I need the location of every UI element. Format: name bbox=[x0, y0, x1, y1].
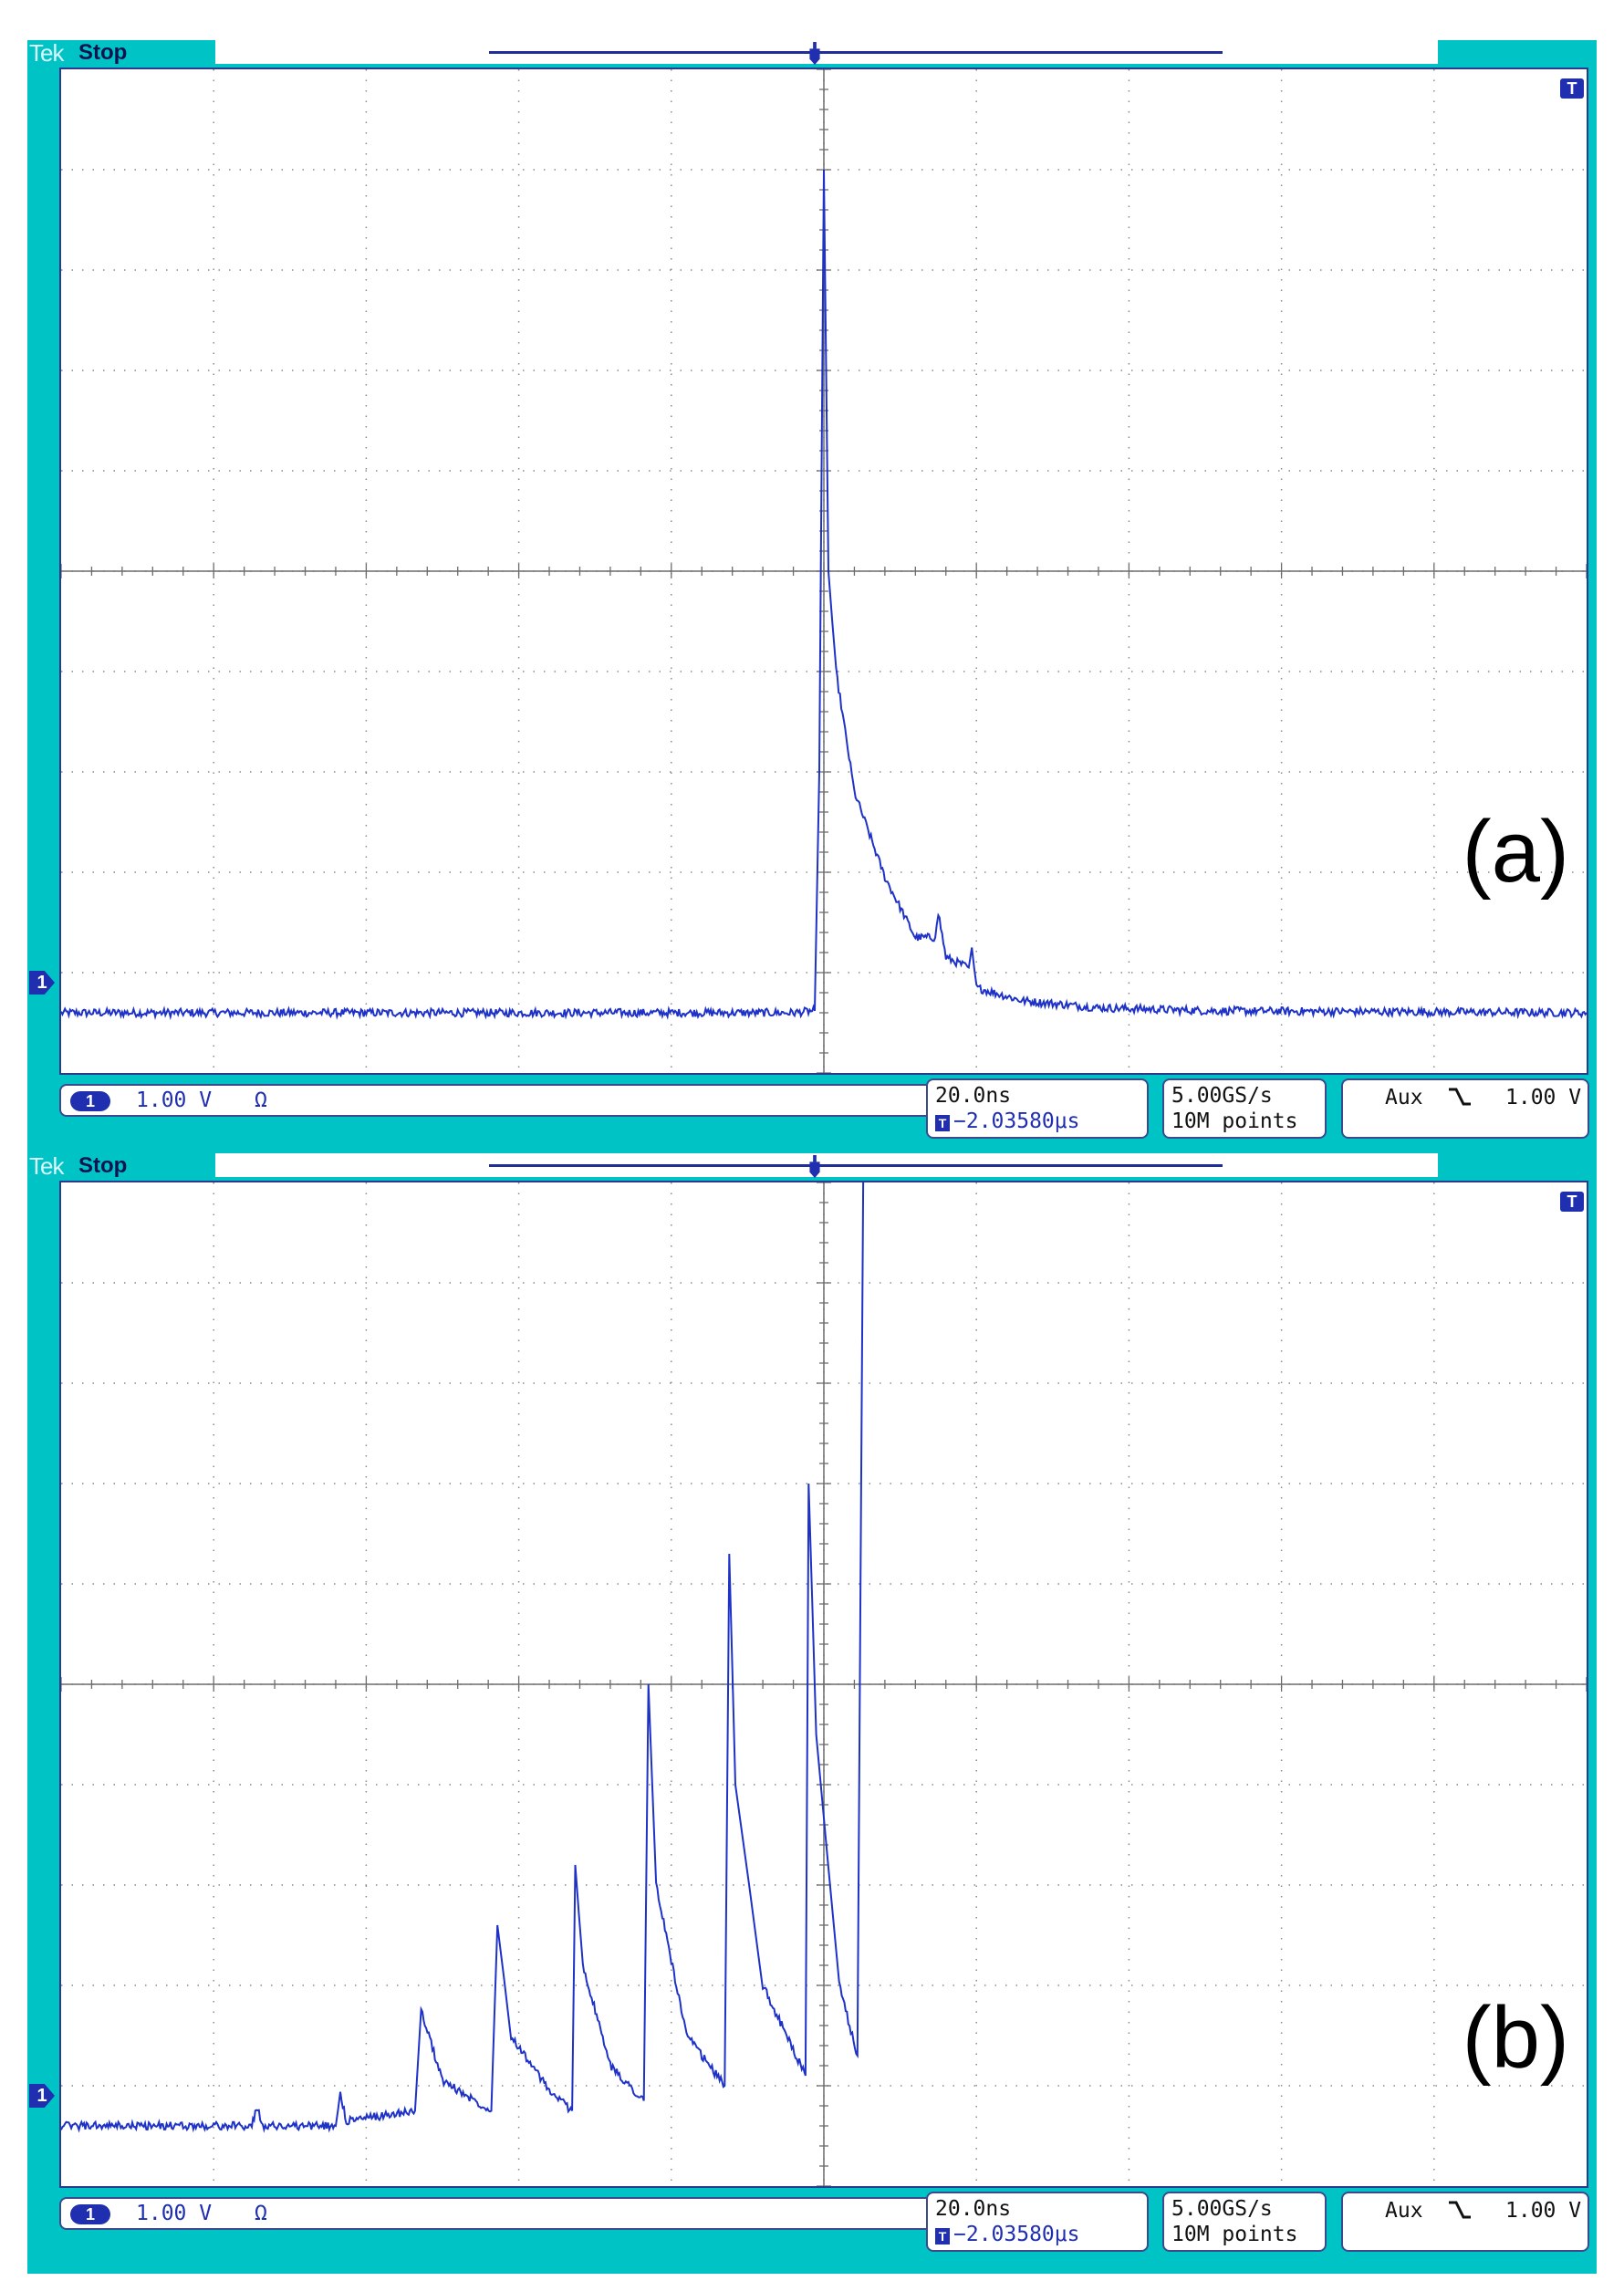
trigger-readout[interactable]: Aux 1.00 V bbox=[1341, 1078, 1589, 1139]
panel-label: (a) bbox=[1462, 803, 1569, 901]
falling-edge-icon bbox=[1447, 2199, 1473, 2227]
waveform-svg bbox=[61, 69, 1587, 1073]
time-scale: 20.0ns bbox=[935, 2197, 1012, 2221]
channel-ground-marker: 1 bbox=[29, 971, 55, 995]
status-bar: Tek Stop bbox=[27, 1153, 1597, 1179]
channel-scale: 1.00 V bbox=[136, 2202, 213, 2225]
sample-rate: 5.00GS/s bbox=[1171, 1084, 1273, 1108]
trigger-level-marker: T bbox=[1560, 1192, 1584, 1212]
record-length: 10M points bbox=[1171, 2223, 1298, 2246]
panel-label: (b) bbox=[1462, 1989, 1569, 2087]
status-bar: Tek Stop bbox=[27, 40, 1597, 66]
falling-edge-icon bbox=[1447, 1086, 1473, 1114]
brand-logo: Tek bbox=[29, 39, 64, 67]
horizontal-delay: −2.03580μs bbox=[953, 2223, 1080, 2246]
channel-scale: 1.00 V bbox=[136, 1088, 213, 1112]
trigger-source: Aux bbox=[1385, 2199, 1423, 2223]
trigger-level: 1.00 V bbox=[1505, 1086, 1582, 1109]
channel-ground-marker: 1 bbox=[29, 2084, 55, 2108]
waveform-svg bbox=[61, 1182, 1587, 2186]
trigger-position-icon bbox=[809, 42, 820, 66]
trigger-offset-icon: T bbox=[935, 2228, 950, 2245]
horizontal-delay: −2.03580μs bbox=[953, 1109, 1080, 1133]
waveform-display bbox=[59, 68, 1588, 1075]
trigger-source: Aux bbox=[1385, 1086, 1423, 1109]
sample-rate: 5.00GS/s bbox=[1171, 2197, 1273, 2221]
timebase-readout[interactable]: 20.0ns T −2.03580μs bbox=[926, 2192, 1149, 2252]
trigger-position-icon bbox=[809, 1155, 820, 1179]
record-view-bar bbox=[215, 1153, 1438, 1177]
brand-logo: Tek bbox=[29, 1152, 64, 1180]
record-window-line bbox=[489, 1164, 1223, 1167]
waveform-trace bbox=[61, 169, 1587, 1021]
channel-termination: Ω bbox=[255, 1088, 267, 1112]
record-length: 10M points bbox=[1171, 1109, 1298, 1133]
channel-badge: 1 bbox=[70, 1091, 110, 1111]
trigger-offset-icon: T bbox=[935, 1115, 950, 1131]
scope-panel-a: Tek Stop 1 T (a) 1 1.00 V Ω 20.0ns T −2.0… bbox=[27, 40, 1597, 1161]
record-window-line bbox=[489, 51, 1223, 54]
run-state: Stop bbox=[78, 1153, 128, 1178]
channel-termination: Ω bbox=[255, 2202, 267, 2225]
waveform-display bbox=[59, 1181, 1588, 2188]
trigger-level: 1.00 V bbox=[1505, 2199, 1582, 2223]
run-state: Stop bbox=[78, 40, 128, 65]
acquisition-readout[interactable]: 5.00GS/s 10M points bbox=[1162, 1078, 1327, 1139]
scope-panel-b: Tek Stop 1 T (b) 1 1.00 V Ω 20.0ns T −2.0… bbox=[27, 1153, 1597, 2274]
trigger-level-marker: T bbox=[1560, 78, 1584, 99]
channel-readout[interactable]: 1 1.00 V Ω bbox=[59, 2197, 933, 2230]
channel-readout[interactable]: 1 1.00 V Ω bbox=[59, 1084, 933, 1117]
time-scale: 20.0ns bbox=[935, 1084, 1012, 1108]
timebase-readout[interactable]: 20.0ns T −2.03580μs bbox=[926, 1078, 1149, 1139]
trigger-readout[interactable]: Aux 1.00 V bbox=[1341, 2192, 1589, 2252]
waveform-trace bbox=[61, 1182, 865, 2133]
acquisition-readout[interactable]: 5.00GS/s 10M points bbox=[1162, 2192, 1327, 2252]
record-view-bar bbox=[215, 40, 1438, 64]
channel-badge: 1 bbox=[70, 2204, 110, 2224]
